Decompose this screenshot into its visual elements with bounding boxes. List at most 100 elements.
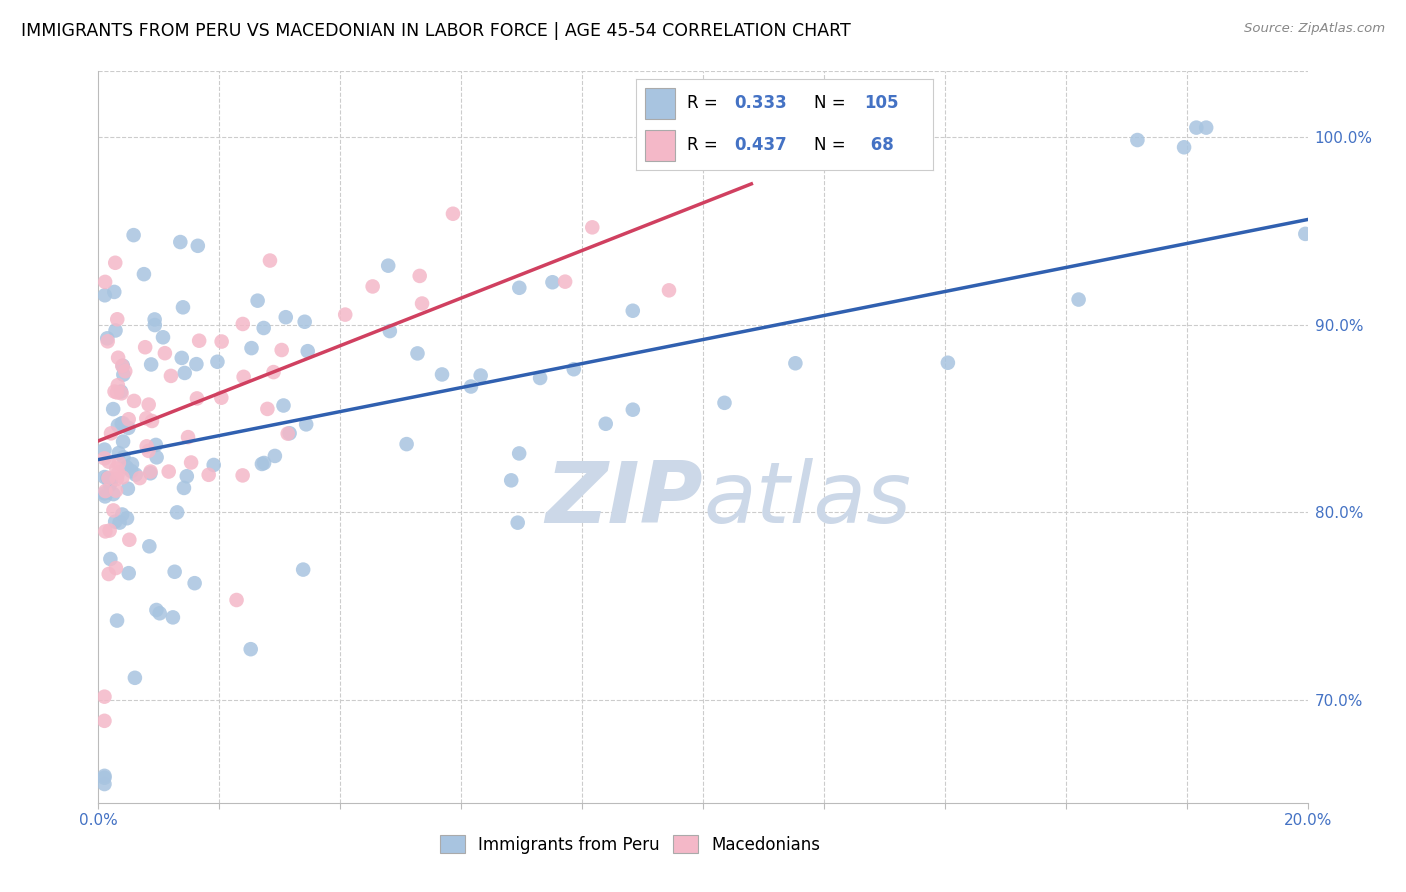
Point [105, 472, 128, 486]
Point [139, 358, 162, 372]
Point [256, 401, 278, 416]
Point [406, 346, 429, 360]
Point [101, 402, 124, 417]
Point [104, 561, 127, 575]
Point [111, 470, 134, 484]
Point [145, 603, 167, 617]
Point [1185, 120, 1208, 135]
Point [263, 365, 285, 379]
Point [108, 456, 131, 470]
Point [128, 471, 150, 485]
Point [94, 490, 117, 504]
Point [292, 563, 315, 577]
Point [470, 368, 492, 383]
Point [112, 450, 135, 465]
Point [1067, 293, 1090, 307]
Point [114, 364, 136, 378]
Point [176, 469, 198, 483]
Point [1195, 120, 1218, 135]
Point [264, 449, 287, 463]
Point [207, 355, 229, 369]
Point [112, 368, 135, 382]
Point [361, 279, 384, 293]
Point [277, 426, 299, 441]
Point [211, 334, 233, 349]
Point [395, 437, 418, 451]
Point [149, 607, 172, 621]
Point [110, 384, 132, 399]
Point [163, 565, 186, 579]
Point [177, 430, 200, 444]
Point [97, 567, 120, 582]
Point [246, 293, 269, 308]
Point [100, 426, 122, 441]
Point [541, 275, 564, 289]
Point [98, 477, 121, 491]
Point [105, 483, 128, 498]
Text: Source: ZipAtlas.com: Source: ZipAtlas.com [1244, 22, 1385, 36]
Point [173, 481, 195, 495]
Point [240, 341, 263, 355]
Point [138, 398, 160, 412]
Point [111, 416, 134, 430]
Point [785, 356, 807, 370]
Point [166, 505, 188, 519]
Point [100, 475, 122, 489]
Point [1294, 227, 1316, 241]
Point [506, 516, 529, 530]
Point [97, 334, 120, 349]
Point [186, 357, 208, 371]
Point [186, 392, 208, 406]
Point [172, 301, 194, 315]
Point [132, 267, 155, 281]
Point [145, 450, 167, 465]
Point [108, 516, 131, 530]
Point [138, 443, 160, 458]
Point [460, 379, 482, 393]
Point [169, 235, 191, 249]
Point [529, 371, 551, 385]
Point [105, 461, 128, 475]
Text: atlas: atlas [703, 458, 911, 541]
Point [111, 417, 134, 431]
Point [170, 351, 193, 365]
Point [139, 465, 162, 479]
Point [107, 418, 129, 433]
Point [501, 473, 523, 487]
Legend: Immigrants from Peru, Macedonians: Immigrants from Peru, Macedonians [433, 829, 827, 860]
Point [93, 771, 115, 785]
Point [118, 412, 141, 426]
Point [273, 399, 295, 413]
Point [120, 464, 142, 478]
Point [94, 288, 117, 302]
Point [94, 524, 117, 539]
Point [278, 426, 301, 441]
Point [135, 439, 157, 453]
Point [111, 359, 134, 373]
Point [297, 344, 319, 359]
Point [93, 777, 115, 791]
Point [93, 486, 115, 500]
Point [115, 511, 138, 525]
Point [111, 359, 134, 373]
Point [111, 508, 134, 522]
Point [162, 610, 184, 624]
Point [107, 446, 129, 460]
Point [143, 318, 166, 332]
Point [107, 466, 129, 480]
Point [103, 487, 125, 501]
Point [378, 324, 401, 338]
Point [232, 468, 254, 483]
Point [98, 524, 121, 538]
Point [121, 457, 143, 471]
Point [122, 228, 145, 243]
Point [93, 442, 115, 457]
Point [97, 455, 120, 469]
Point [141, 414, 163, 428]
Point [110, 386, 132, 401]
Point [335, 308, 357, 322]
Point [103, 503, 125, 517]
Point [294, 315, 316, 329]
Point [135, 411, 157, 425]
Point [232, 369, 254, 384]
